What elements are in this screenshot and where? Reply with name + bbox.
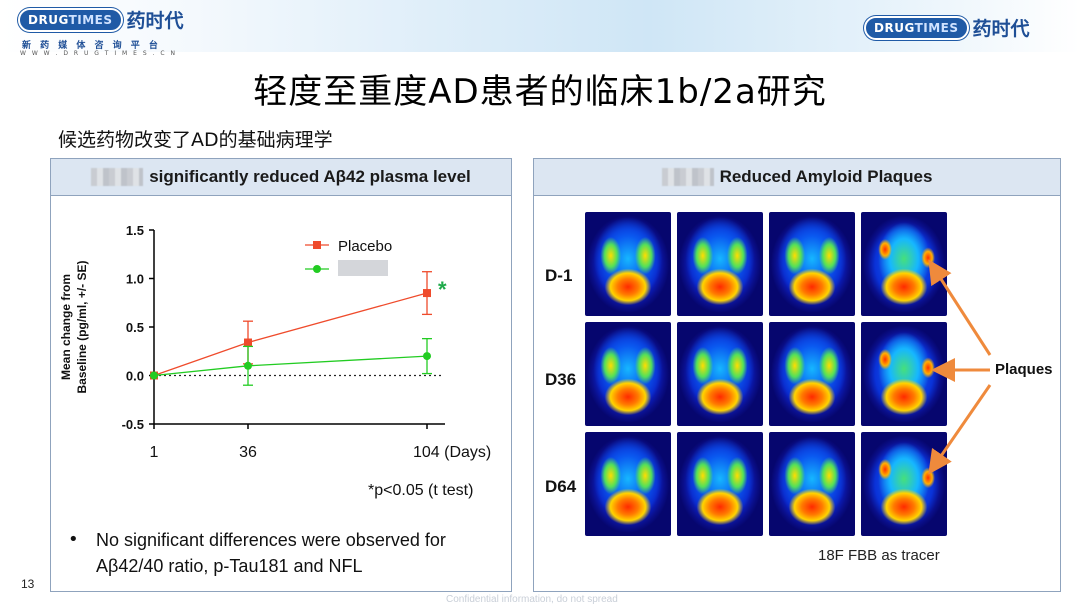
pet-scan-image — [585, 212, 671, 316]
arrow-to-d-1 — [928, 259, 992, 356]
redacted-drug-name — [661, 168, 714, 186]
x-tick-label: 36 — [239, 444, 257, 461]
pet-scan-image — [677, 432, 763, 536]
significance-asterisk: * — [438, 277, 447, 302]
data-point — [244, 361, 252, 370]
brand-logo-right: DRUGTIMES 药时代 — [864, 14, 1030, 41]
y-tick-label: 0.0 — [126, 369, 144, 384]
plaques-label: Plaques — [995, 361, 1053, 378]
brand-pill: DRUGTIMES — [864, 15, 969, 40]
tracer-caption: 18F FBB as tracer — [818, 547, 940, 564]
y-axis-label: Baseline (pg/ml, +/- SE) — [75, 260, 89, 393]
panel-heading: Reduced Amyloid Plaques — [534, 159, 1060, 196]
data-point — [423, 289, 431, 298]
brand-url: W W W . D R U G T I M E S . C N — [20, 50, 177, 57]
data-point — [244, 338, 252, 347]
pet-scan-image — [585, 322, 671, 426]
legend-marker — [313, 241, 321, 249]
pet-scan-image — [585, 432, 671, 536]
y-tick-label: -0.5 — [122, 417, 144, 432]
row-label-d64: D64 — [545, 477, 577, 496]
brand-logo-left: DRUGTIMES 药时代 — [18, 6, 184, 33]
legend-marker — [313, 265, 321, 273]
x-tick-label: 1 — [150, 444, 159, 461]
pet-scan-image — [769, 432, 855, 536]
plasma-level-panel: significantly reduced Aβ42 plasma level — [50, 158, 512, 592]
pet-scan-image — [769, 322, 855, 426]
bullet-marker: • — [68, 529, 79, 550]
legend-label: Placebo — [338, 238, 392, 255]
slide-subtitle: 候选药物改变了AD的基础病理学 — [58, 129, 333, 151]
brand-pill: DRUGTIMES — [18, 7, 123, 32]
y-tick-label: 1.0 — [126, 272, 144, 287]
y-tick-label: 0.5 — [126, 320, 144, 335]
arrow-to-d64 — [928, 384, 992, 475]
x-tick-label: 104 (Days) — [413, 444, 491, 461]
brand-chinese-name: 药时代 — [126, 10, 184, 32]
legend-redacted-label — [338, 260, 388, 276]
data-point — [423, 352, 431, 361]
pet-scan-image — [677, 212, 763, 316]
pet-scan-image — [769, 212, 855, 316]
row-label-d-1: D-1 — [545, 266, 573, 285]
bullet-text: No significant differences were observed… — [96, 530, 446, 576]
slide-title: 轻度至重度AD患者的临床1b/2a研究 — [253, 72, 827, 112]
brand-chinese-name: 药时代 — [972, 18, 1030, 40]
pet-scan-image — [677, 322, 763, 426]
row-label-d36: D36 — [545, 370, 577, 389]
data-point — [150, 371, 158, 380]
panel-heading-text: Reduced Amyloid Plaques — [719, 167, 933, 186]
brand-tagline: 新 药 媒 体 咨 询 平 台 — [22, 41, 161, 51]
panel-heading-text: significantly reduced Aβ42 plasma level — [149, 167, 471, 186]
confidential-notice: Confidential information, do not spread — [446, 594, 618, 605]
significance-footnote: *p<0.05 (t test) — [368, 482, 474, 499]
plaques-arrows — [928, 259, 992, 475]
chart-axes: 1.5 1.0 0.5 0.0 -0.5 1 36 104 (Days) Mean change… — [59, 223, 491, 461]
abeta42-line-chart: 1.5 1.0 0.5 0.0 -0.5 1 36 104 (Days) Mean change… — [59, 223, 491, 461]
chart-legend: Placebo — [305, 238, 392, 276]
chart-marks: * — [150, 271, 447, 386]
series-line — [153, 355, 428, 377]
y-tick-label: 1.5 — [126, 223, 144, 238]
y-axis-label: Mean change from — [59, 274, 73, 380]
redacted-drug-name — [91, 168, 144, 186]
panel-heading: significantly reduced Aβ42 plasma level — [51, 159, 511, 196]
page-number: 13 — [21, 577, 35, 591]
